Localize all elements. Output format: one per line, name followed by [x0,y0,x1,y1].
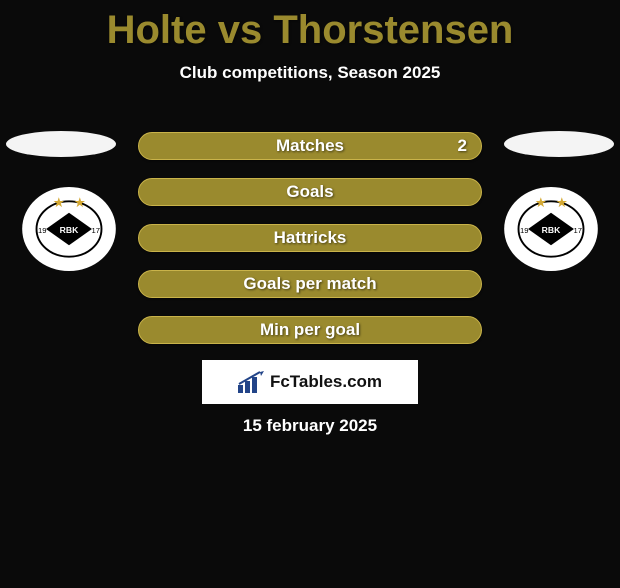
svg-text:★: ★ [53,195,65,210]
stat-row-min-per-goal: Min per goal [138,316,482,344]
stat-row-goals-per-match: Goals per match [138,270,482,298]
svg-text:17: 17 [92,226,100,235]
stat-row-goals: Goals [138,178,482,206]
stat-label: Hattricks [139,228,481,248]
source-logo-text: FcTables.com [270,372,382,392]
stat-label: Matches [139,136,481,156]
stat-value: 2 [458,136,467,156]
source-logo: FcTables.com [202,360,418,404]
stat-row-hattricks: Hattricks [138,224,482,252]
svg-text:★: ★ [535,195,547,210]
svg-text:19: 19 [38,226,46,235]
stat-label: Goals [139,182,481,202]
svg-text:19: 19 [520,226,528,235]
stat-label: Min per goal [139,320,481,340]
svg-text:★: ★ [74,195,86,210]
svg-text:RBK: RBK [542,225,561,235]
chart-icon [238,371,264,393]
stat-label: Goals per match [139,274,481,294]
team-badge-left: ★ ★ RBK 19 17 [20,186,118,272]
player-avatar-placeholder-left [6,131,116,157]
svg-text:RBK: RBK [60,225,79,235]
team-badge-right: ★ ★ RBK 19 17 [502,186,600,272]
player-avatar-placeholder-right [504,131,614,157]
stat-row-matches: Matches 2 [138,132,482,160]
stats-container: Matches 2 Goals Hattricks Goals per matc… [138,132,482,362]
svg-text:★: ★ [556,195,568,210]
page-title: Holte vs Thorstensen [0,8,620,53]
date-text: 15 february 2025 [0,416,620,436]
page-subtitle: Club competitions, Season 2025 [0,63,620,83]
svg-text:17: 17 [574,226,582,235]
